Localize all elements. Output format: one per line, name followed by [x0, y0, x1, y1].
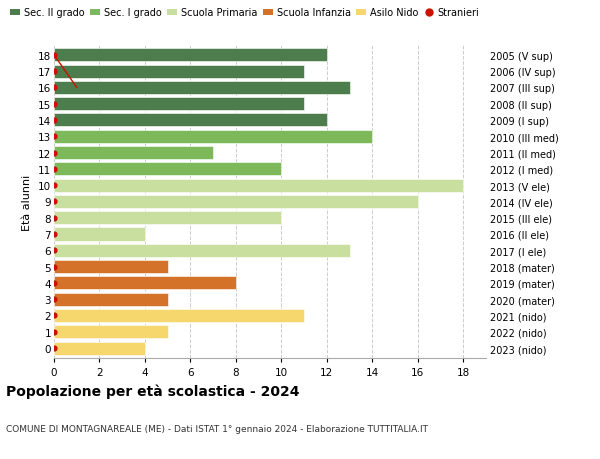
- Bar: [54, 212, 281, 225]
- Y-axis label: Età alunni: Età alunni: [22, 174, 32, 230]
- Bar: [54, 261, 167, 274]
- Bar: [54, 114, 327, 127]
- Bar: [54, 196, 418, 208]
- Bar: [54, 228, 145, 241]
- Legend: Sec. II grado, Sec. I grado, Scuola Primaria, Scuola Infanzia, Asilo Nido, Stran: Sec. II grado, Sec. I grado, Scuola Prim…: [6, 5, 484, 22]
- Bar: [54, 293, 167, 306]
- Bar: [54, 309, 304, 322]
- Bar: [54, 325, 167, 338]
- Text: COMUNE DI MONTAGNAREALE (ME) - Dati ISTAT 1° gennaio 2024 - Elaborazione TUTTITA: COMUNE DI MONTAGNAREALE (ME) - Dati ISTA…: [6, 425, 428, 433]
- Bar: [54, 65, 304, 78]
- Bar: [54, 163, 281, 176]
- Bar: [54, 147, 213, 160]
- Bar: [54, 82, 350, 95]
- Bar: [54, 342, 145, 355]
- Bar: [54, 179, 463, 192]
- Bar: [54, 277, 236, 290]
- Bar: [54, 49, 327, 62]
- Bar: [54, 244, 350, 257]
- Bar: [54, 130, 373, 143]
- Text: Popolazione per età scolastica - 2024: Popolazione per età scolastica - 2024: [6, 383, 299, 398]
- Bar: [54, 98, 304, 111]
